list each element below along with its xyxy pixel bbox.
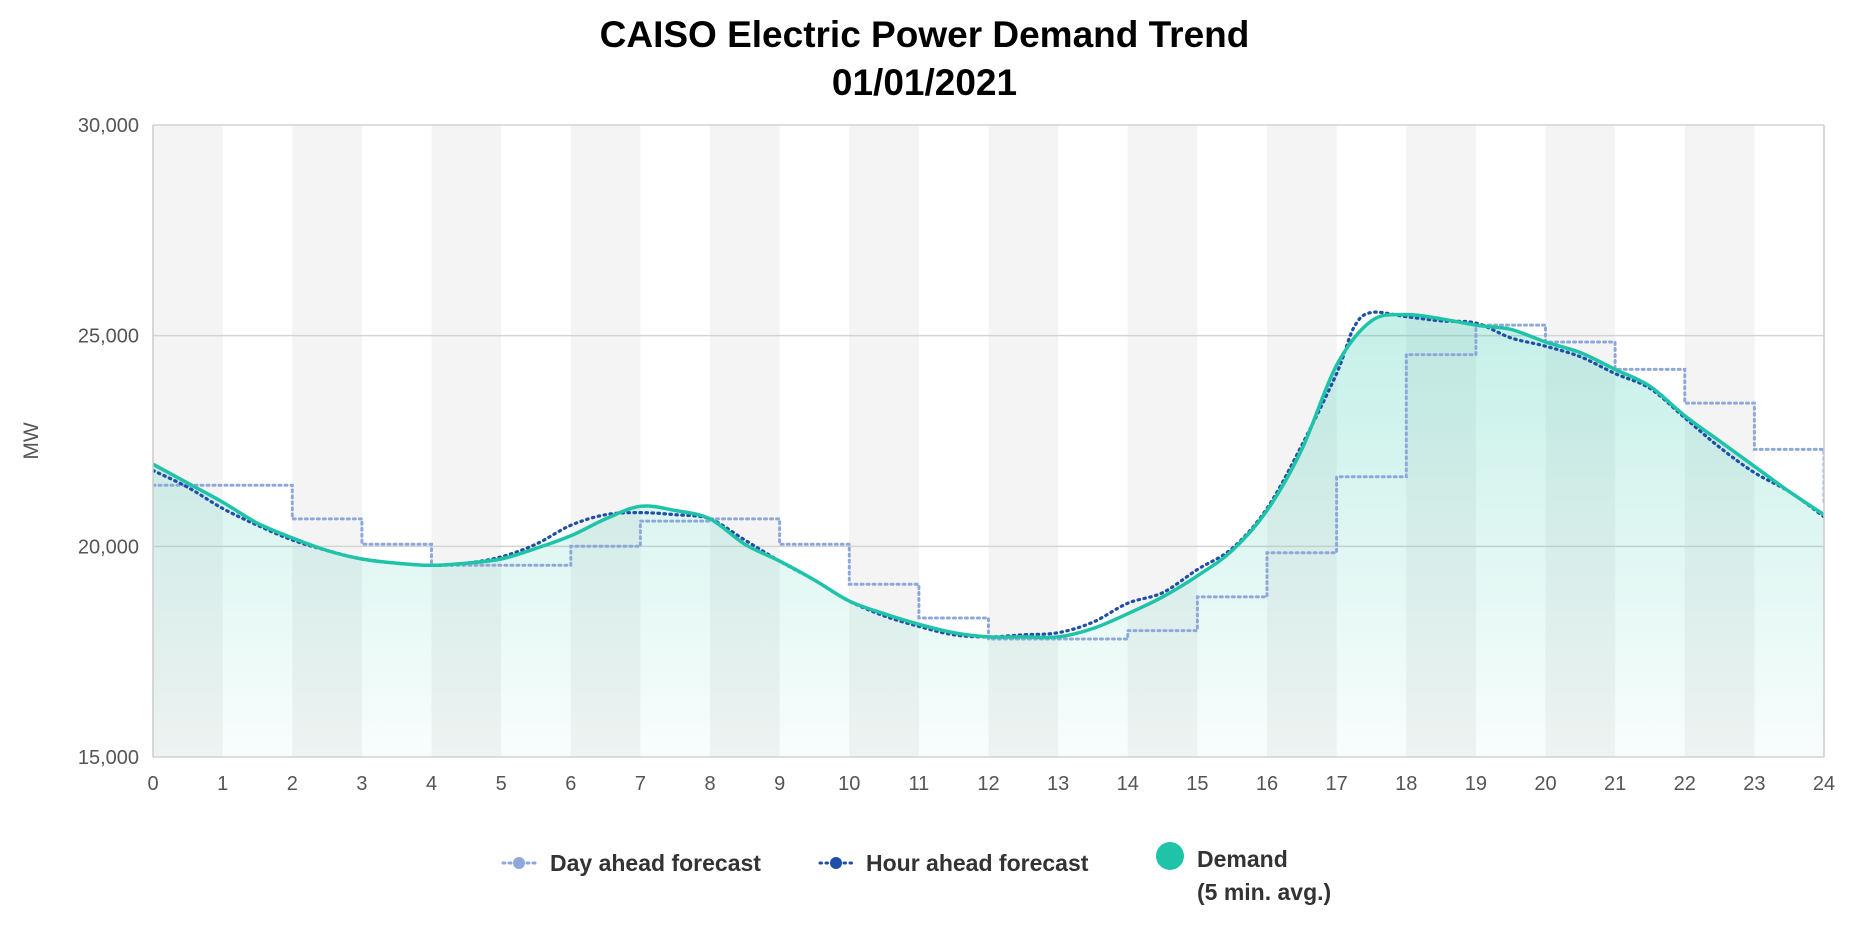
x-tick-label: 17: [1326, 773, 1348, 795]
day-ahead-forecast-line: [153, 323, 1824, 641]
x-tick-label: 13: [1047, 773, 1069, 795]
x-tick-label: 6: [565, 773, 576, 795]
x-tick-label: 18: [1395, 773, 1417, 795]
y-tick-label: 20,000: [78, 536, 139, 558]
series-lines: [153, 310, 1824, 641]
x-tick-label: 14: [1117, 773, 1139, 795]
x-tick-label: 20: [1534, 773, 1556, 795]
x-tick-label: 23: [1743, 773, 1765, 795]
x-tick-label: 12: [977, 773, 999, 795]
demand-line: [153, 312, 1824, 640]
chart-subtitle: 01/01/2021: [831, 62, 1018, 103]
legend-day-ahead-label: Day ahead forecast: [550, 850, 761, 876]
x-tick-label: 10: [838, 773, 860, 795]
legend: Day ahead forecast Hour ahead forecast Dem…: [501, 842, 1331, 905]
y-tick-label: 25,000: [78, 326, 139, 348]
x-tick-label: 1: [217, 773, 228, 795]
legend-demand-marker: [1156, 842, 1184, 870]
axes: [152, 125, 1825, 757]
y-tick-label: 30,000: [78, 115, 139, 137]
legend-hour-ahead-marker: [830, 857, 842, 869]
x-tick-label: 2: [287, 773, 298, 795]
x-tick-label: 21: [1604, 773, 1626, 795]
demand-area-fill: [153, 314, 1824, 757]
chart-title: CAISO Electric Power Demand Trend: [599, 14, 1250, 55]
x-tick-label: 7: [635, 773, 646, 795]
x-tick-label: 22: [1674, 773, 1696, 795]
x-tick-label: 8: [704, 773, 715, 795]
legend-demand-label: Demand: [1197, 846, 1288, 872]
x-tick-label: 11: [908, 773, 929, 795]
y-tick-label: 15,000: [78, 747, 139, 769]
x-tick-label: 15: [1186, 773, 1208, 795]
legend-day-ahead-marker: [513, 857, 525, 869]
x-tick-label: 3: [356, 773, 367, 795]
x-tick-label: 24: [1813, 773, 1835, 795]
x-tick-label: 9: [774, 773, 785, 795]
x-tick-label: 4: [426, 773, 437, 795]
x-tick-label: 16: [1256, 773, 1278, 795]
x-tick-label: 5: [496, 773, 507, 795]
legend-hour-ahead-label: Hour ahead forecast: [866, 850, 1089, 876]
x-tick-label: 0: [147, 773, 158, 795]
y-axis-ticks: 15,000 20,000 25,000 30,000: [78, 115, 139, 769]
demand-area: [153, 314, 1824, 757]
x-axis-ticks: 0 1 2 3 4 5 6 7 8 9 10 11 12 13 14 15 16 17 18 19 20 21 22 23 24: [147, 773, 1835, 795]
y-axis-title: MW: [20, 422, 43, 459]
legend-demand-sublabel: (5 min. avg.): [1197, 879, 1331, 905]
x-tick-label: 19: [1465, 773, 1487, 795]
